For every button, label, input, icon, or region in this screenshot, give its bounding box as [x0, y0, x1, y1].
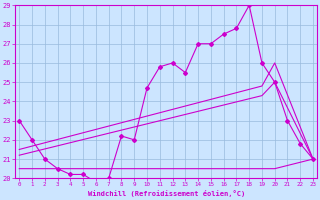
X-axis label: Windchill (Refroidissement éolien,°C): Windchill (Refroidissement éolien,°C): [88, 190, 245, 197]
